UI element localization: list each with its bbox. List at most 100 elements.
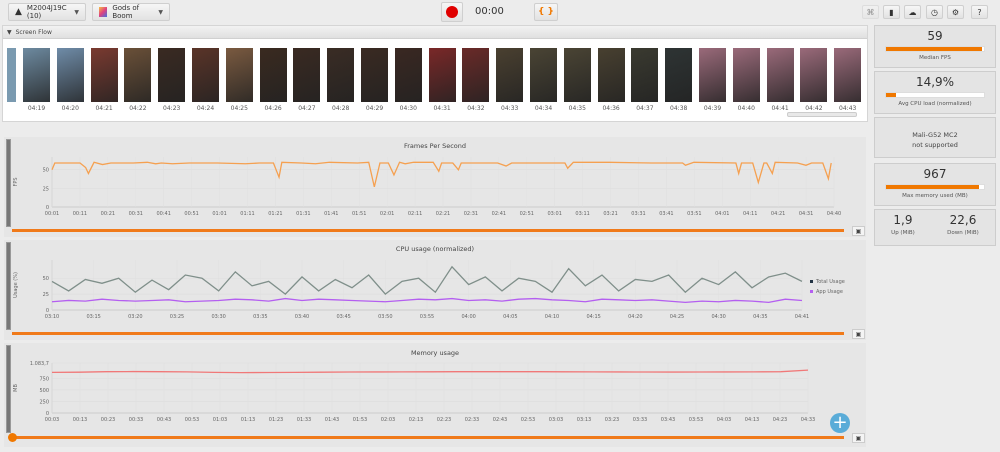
x-tick-label: 00:51	[184, 211, 198, 217]
x-tick-label: 02:11	[408, 211, 422, 217]
x-tick-label: 02:03	[381, 417, 395, 423]
thumbnail-time: 04:26	[264, 105, 282, 112]
screen-thumbnail[interactable]: 04:30	[394, 48, 422, 112]
screen-thumbnail[interactable]: 04:33	[496, 48, 524, 112]
lock-button[interactable]: ▣	[852, 226, 865, 236]
max-memory-value: 967	[923, 167, 947, 181]
x-tick-label: 03:55	[420, 314, 434, 320]
x-tick-label: 04:10	[545, 314, 559, 320]
x-tick-label: 01:53	[353, 417, 367, 423]
median-fps-value: 59	[927, 29, 943, 43]
screen-thumbnail[interactable]: 04:20	[56, 48, 84, 112]
thumbnail-time: 04:27	[298, 105, 316, 112]
screen-thumbnail-partial[interactable]	[7, 48, 16, 102]
screen-thumbnail[interactable]: 04:35	[563, 48, 591, 112]
screen-thumbnail[interactable]: 04:31	[428, 48, 456, 112]
screen-thumbnail[interactable]: 04:37	[631, 48, 659, 112]
screen-thumbnail[interactable]: 04:19	[23, 48, 50, 112]
braces-button[interactable]: { }	[534, 3, 558, 21]
record-button[interactable]	[441, 2, 463, 22]
panel-resize-handle[interactable]	[6, 345, 11, 433]
screen-thumbnail[interactable]: 04:25	[225, 48, 253, 112]
screen-flow-header[interactable]: ▼ Screen Flow	[3, 26, 867, 39]
panel-resize-handle[interactable]	[6, 139, 11, 227]
trash-icon: ▮	[889, 7, 894, 17]
x-tick-label: 00:03	[45, 417, 59, 423]
screen-thumbnail[interactable]: 04:34	[530, 48, 557, 112]
thumbnail-time: 04:24	[196, 105, 215, 112]
fps-range-slider[interactable]	[12, 229, 844, 232]
memory-range-slider[interactable]	[12, 436, 844, 439]
wifi-icon: ⌘	[866, 7, 875, 17]
screen-thumbnail[interactable]: 04:40	[732, 48, 760, 112]
x-tick-label: 04:30	[711, 314, 725, 320]
collapse-icon: ▼	[7, 28, 12, 36]
screen-thumbnail[interactable]: 04:38	[665, 48, 693, 112]
screen-thumbnail[interactable]: 04:26	[259, 48, 287, 112]
download-value: 22,6	[949, 213, 977, 227]
median-fps-card: 59 Median FPS	[874, 25, 996, 68]
max-memory-card: 967 Max memory used (MB)	[874, 163, 996, 206]
plus-icon: +	[832, 412, 848, 433]
screen-thumbnail[interactable]: 04:32	[462, 48, 490, 112]
game-dropdown[interactable]: Gods of Boom ▼	[92, 3, 170, 21]
screen-thumbnail[interactable]: 04:43	[834, 48, 862, 112]
clock-icon: ◷	[931, 7, 938, 17]
x-tick-label: 01:21	[268, 211, 282, 217]
lock-button[interactable]: ▣	[852, 329, 865, 339]
screen-thumbnail[interactable]: 04:39	[699, 48, 726, 112]
help-button[interactable]: ?	[971, 5, 988, 19]
fps-chart-title: Frames Per Second	[403, 142, 467, 150]
x-tick-label: 03:23	[605, 417, 619, 423]
screen-thumbnail[interactable]: 04:21	[90, 48, 118, 112]
x-tick-label: 01:11	[240, 211, 254, 217]
device-dropdown[interactable]: ▲ M2004J19C (10) ▼	[8, 3, 86, 21]
history-button[interactable]: ◷	[926, 5, 943, 19]
x-tick-label: 00:41	[157, 211, 171, 217]
fps-chart: FPS0255067.100:0100:1100:2100:3100:4100:…	[13, 157, 841, 217]
x-tick-label: 03:33	[633, 417, 647, 423]
x-tick-label: 04:11	[743, 211, 757, 217]
x-tick-label: 04:15	[586, 314, 600, 320]
thumbnail-time: 04:19	[27, 105, 46, 112]
legend-label: App Usage	[816, 289, 843, 295]
horizontal-scrollbar[interactable]	[787, 112, 857, 117]
legend-label: Total Usage	[815, 279, 845, 285]
add-chart-button[interactable]: +	[830, 413, 850, 433]
lock-button[interactable]: ▣	[852, 433, 865, 443]
screen-thumbnail[interactable]: 04:28	[327, 48, 355, 112]
screen-thumbnail[interactable]: 04:24	[192, 48, 219, 112]
x-tick-label: 00:21	[101, 211, 115, 217]
screen-thumbnail[interactable]: 04:36	[597, 48, 625, 112]
screen-thumbnail[interactable]: 04:27	[293, 48, 321, 112]
screen-thumbnail[interactable]: 04:42	[800, 48, 828, 112]
x-tick-label: 00:33	[129, 417, 143, 423]
panel-resize-handle[interactable]	[6, 242, 11, 330]
screen-thumbnail[interactable]: 04:22	[124, 48, 152, 112]
x-tick-label: 04:20	[628, 314, 642, 320]
screen-thumbnail[interactable]: 04:41	[766, 48, 794, 112]
settings-button[interactable]: ⚙	[947, 5, 964, 19]
median-fps-bar	[885, 46, 985, 52]
x-tick-label: 04:23	[773, 417, 787, 423]
thumbnail-time: 04:25	[230, 105, 248, 112]
screen-thumbnail[interactable]: 04:29	[361, 48, 388, 112]
thumbnail-time: 04:41	[771, 105, 789, 112]
upload-button[interactable]: ☁	[904, 5, 921, 19]
series-line-fps	[51, 161, 832, 188]
thumbnail-time: 04:39	[703, 105, 722, 112]
cpu-chart: Usage (%)0255078.6403:1003:1503:2003:250…	[13, 260, 845, 320]
slider-handle[interactable]	[8, 433, 17, 442]
x-tick-label: 02:01	[380, 211, 394, 217]
y-axis-label: MB	[13, 384, 19, 392]
device-label: M2004J19C (10)	[26, 4, 67, 20]
wifi-button[interactable]: ⌘	[862, 5, 879, 19]
gpu-name: Mali-G52 MC2	[912, 131, 958, 139]
delete-button[interactable]: ▮	[883, 5, 900, 19]
x-tick-label: 04:01	[715, 211, 729, 217]
screen-thumbnail[interactable]: 04:23	[158, 48, 186, 112]
gpu-status: not supported	[912, 141, 958, 149]
x-tick-label: 03:35	[253, 314, 267, 320]
cpu-range-slider[interactable]	[12, 332, 844, 335]
x-tick-label: 04:40	[827, 211, 841, 217]
